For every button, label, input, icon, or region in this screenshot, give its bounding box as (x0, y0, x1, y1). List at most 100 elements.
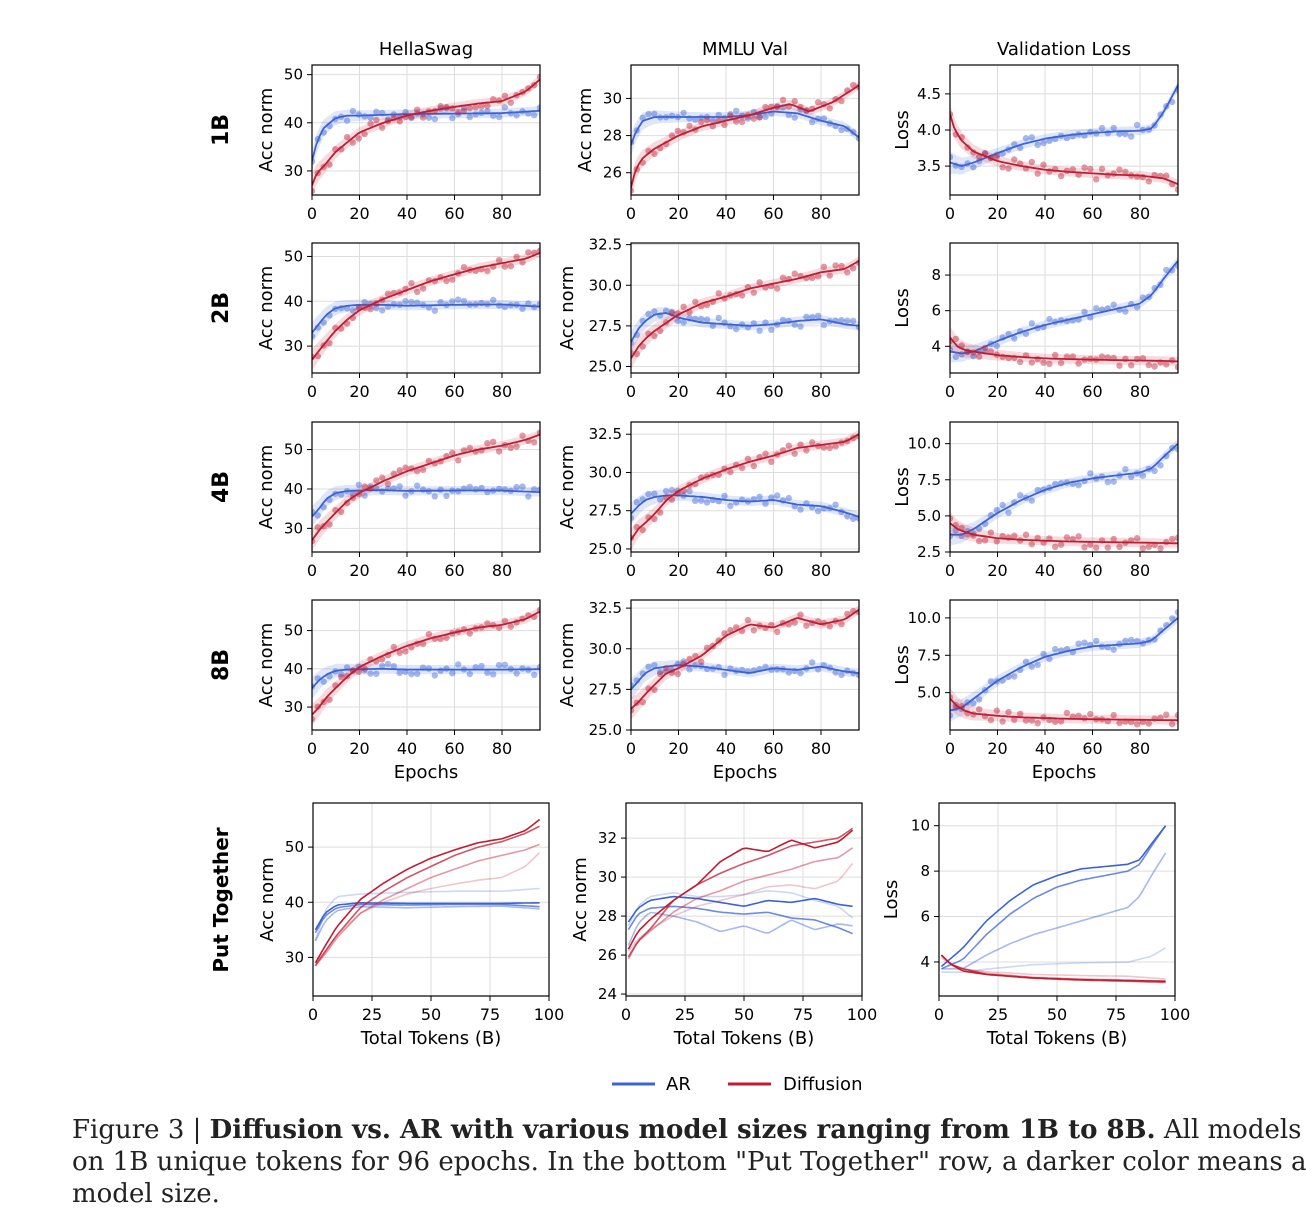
x-tick-label: 100 (1160, 1005, 1191, 1024)
x-tick-label: 20 (349, 739, 369, 758)
diffusion-data-point (314, 703, 321, 710)
diffusion-data-point (976, 706, 983, 713)
ar-data-point (680, 658, 687, 665)
y-tick-label: 30 (603, 89, 622, 107)
column-title-validation-loss: Validation Loss (997, 39, 1131, 60)
diffusion-data-point (466, 444, 473, 452)
ar-data-point (1075, 640, 1082, 647)
diffusion-data-point (639, 699, 646, 706)
diffusion-data-point (1110, 711, 1117, 719)
ar-data-point (1098, 124, 1106, 132)
diffusion-data-point (680, 303, 687, 310)
diffusion-data-point (1022, 531, 1030, 538)
diffusion-data-point (408, 280, 415, 287)
x-tick-label: 80 (492, 382, 512, 401)
diffusion-data-point (809, 274, 816, 282)
diffusion-data-point (449, 449, 456, 456)
ar-data-point (396, 483, 403, 490)
y-tick-label: 32 (598, 829, 617, 847)
panel-4b-validation-loss: 0 20 40 60 80 2.5 5.0 7.5 10.0 Loss (892, 421, 1179, 580)
caption-prefix: Figure 3 | (72, 1115, 210, 1145)
diffusion-data-point (987, 529, 995, 536)
diffusion-data-point (373, 116, 380, 124)
diffusion-data-point (964, 144, 971, 151)
y-tick-label: 27.5 (589, 317, 622, 335)
diffusion-data-point (651, 150, 658, 157)
diffusion-data-point (384, 290, 392, 297)
ar-data-point (1157, 462, 1164, 469)
ar-data-point (850, 515, 857, 523)
ar-data-point (425, 114, 433, 121)
series-line-ar-2b (627, 911, 853, 946)
ar-data-point (1022, 658, 1030, 665)
diffusion-data-point (1093, 544, 1100, 551)
ar-data-point (1139, 472, 1147, 479)
diffusion-trend-line (950, 697, 1178, 722)
diffusion-data-point (1057, 172, 1065, 180)
diffusion-data-point (797, 441, 804, 448)
diffusion-data-point (674, 670, 681, 678)
ar-data-point (987, 678, 995, 685)
diffusion-data-point (1087, 710, 1094, 718)
y-tick-label: 30 (284, 162, 303, 180)
diffusion-data-point (1075, 533, 1082, 540)
ar-data-point (1028, 134, 1036, 141)
ar-data-point (1005, 509, 1012, 516)
ar-data-point (662, 487, 670, 495)
diffusion-data-point (425, 631, 433, 638)
x-tick-label: 50 (421, 1005, 441, 1024)
diffusion-data-point (1005, 165, 1012, 172)
diffusion-data-point (832, 443, 839, 450)
diffusion-data-point (744, 616, 752, 624)
ar-data-point (774, 492, 781, 499)
plot-frame (630, 64, 860, 196)
diffusion-data-point (513, 443, 520, 450)
diffusion-data-point (414, 468, 421, 475)
y-tick-label: 30 (284, 337, 303, 355)
series-line-diffusion-8b (314, 818, 541, 964)
y-tick-label: 32.5 (589, 236, 622, 254)
diffusion-data-point (1069, 166, 1077, 173)
series-line-ar-1b (941, 947, 1167, 973)
diffusion-data-point (472, 104, 479, 111)
y-tick-label: 24 (598, 985, 617, 1003)
ar-data-point (349, 307, 357, 314)
y-tick-label: 10.0 (908, 435, 941, 453)
diffusion-data-point (631, 187, 635, 194)
y-tick-label: 6 (920, 908, 930, 926)
diffusion-data-point (1011, 716, 1018, 723)
ar-data-point (402, 298, 409, 305)
diffusion-data-point (838, 262, 845, 270)
diffusion-data-point (396, 467, 403, 474)
diffusion-trend-line (950, 336, 1178, 363)
x-tick-label: 0 (945, 204, 955, 223)
ar-data-point (970, 700, 977, 707)
ar-data-point (466, 483, 473, 491)
x-tick-label: 80 (811, 561, 831, 580)
ar-data-point (785, 669, 792, 676)
ar-data-point (536, 104, 540, 111)
x-tick-label: 40 (397, 204, 417, 223)
diffusion-data-point (396, 649, 403, 656)
diffusion-data-point (651, 332, 658, 340)
diffusion-data-point (519, 259, 526, 266)
x-tick-label: 60 (1082, 204, 1102, 223)
y-tick-label: 30 (284, 698, 303, 716)
diffusion-data-point (1081, 164, 1088, 171)
ar-data-point (1011, 335, 1018, 342)
ar-data-point (1046, 137, 1053, 144)
x-tick-label: 60 (444, 561, 464, 580)
diffusion-data-point (419, 640, 427, 648)
ar-data-point (993, 342, 1000, 350)
diffusion-data-point (1174, 186, 1178, 193)
diffusion-data-point (727, 112, 734, 119)
x-tick-label: 60 (1082, 382, 1102, 401)
diffusion-data-point (513, 253, 520, 260)
diffusion-data-point (531, 439, 538, 446)
diffusion-data-point (791, 270, 798, 277)
ar-data-point (1081, 308, 1088, 315)
y-tick-label: 30 (598, 868, 617, 886)
diffusion-data-point (844, 269, 851, 276)
ar-data-point (950, 712, 954, 719)
